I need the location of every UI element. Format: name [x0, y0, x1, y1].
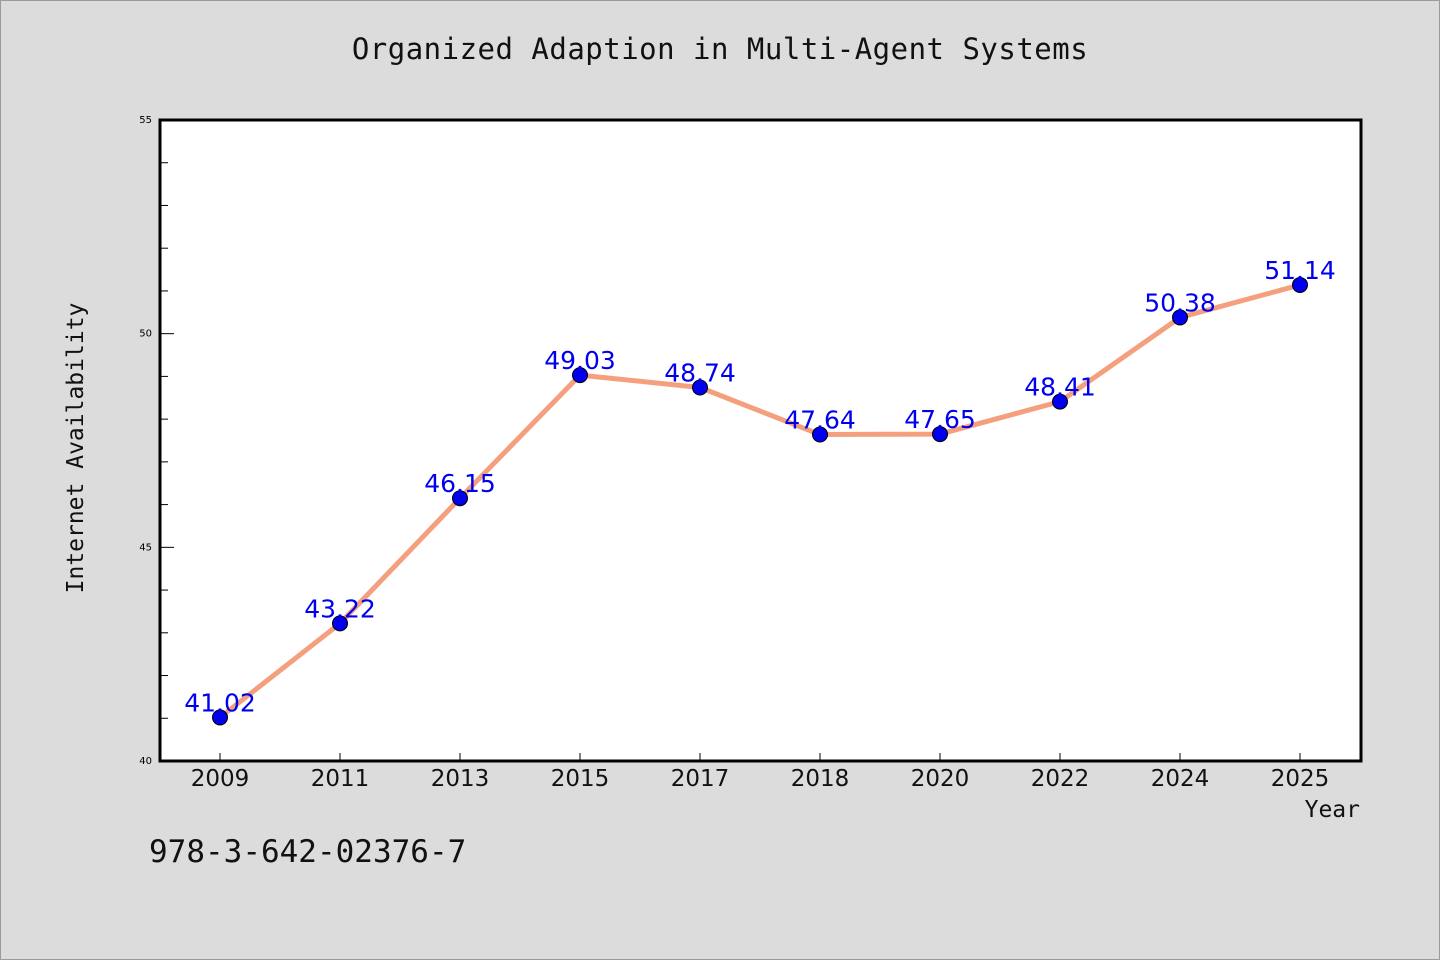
data-point	[1172, 309, 1188, 326]
data-label: 47.65	[904, 405, 976, 434]
plot-area	[158, 118, 1363, 763]
data-point	[692, 379, 708, 396]
data-point	[932, 426, 948, 443]
y-tick-label: 45	[139, 542, 152, 553]
data-label: 48.41	[1024, 373, 1096, 402]
data-point	[332, 615, 348, 632]
y-tick-label: 50	[139, 329, 152, 340]
x-tick-label: 2025	[1271, 766, 1330, 792]
x-tick-label: 2020	[911, 766, 970, 792]
x-tick-label: 2024	[1151, 766, 1210, 792]
x-tick-label: 2013	[431, 766, 490, 792]
data-label: 48.74	[664, 359, 736, 388]
data-point	[812, 426, 828, 443]
y-tick-label: 55	[139, 115, 152, 126]
x-tick-label: 2022	[1031, 766, 1090, 792]
x-tick-label: 2015	[551, 766, 610, 792]
data-label: 46.15	[424, 469, 496, 498]
y-tick-label: 40	[139, 756, 152, 767]
x-tick-label: 2017	[671, 766, 730, 792]
data-point	[212, 709, 228, 726]
data-label: 50.38	[1144, 288, 1216, 317]
data-label: 49.03	[544, 346, 616, 375]
x-axis-label: Year	[1304, 797, 1360, 823]
isbn-footnote: 978-3-642-02376-7	[149, 834, 467, 870]
data-label: 51.14	[1264, 256, 1336, 285]
series-line	[217, 282, 1303, 720]
data-point	[572, 367, 588, 384]
data-label: 47.64	[784, 406, 856, 435]
chart-title: Organized Adaption in Multi-Agent System…	[351, 32, 1089, 66]
x-tick-label: 2011	[311, 766, 370, 792]
data-point	[1052, 393, 1068, 410]
data-point	[452, 490, 468, 507]
data-label: 41.02	[184, 688, 256, 717]
x-tick-label: 2018	[791, 766, 850, 792]
data-point	[1292, 276, 1308, 293]
data-label: 43.22	[304, 594, 376, 623]
x-tick-label: 2009	[191, 766, 250, 792]
